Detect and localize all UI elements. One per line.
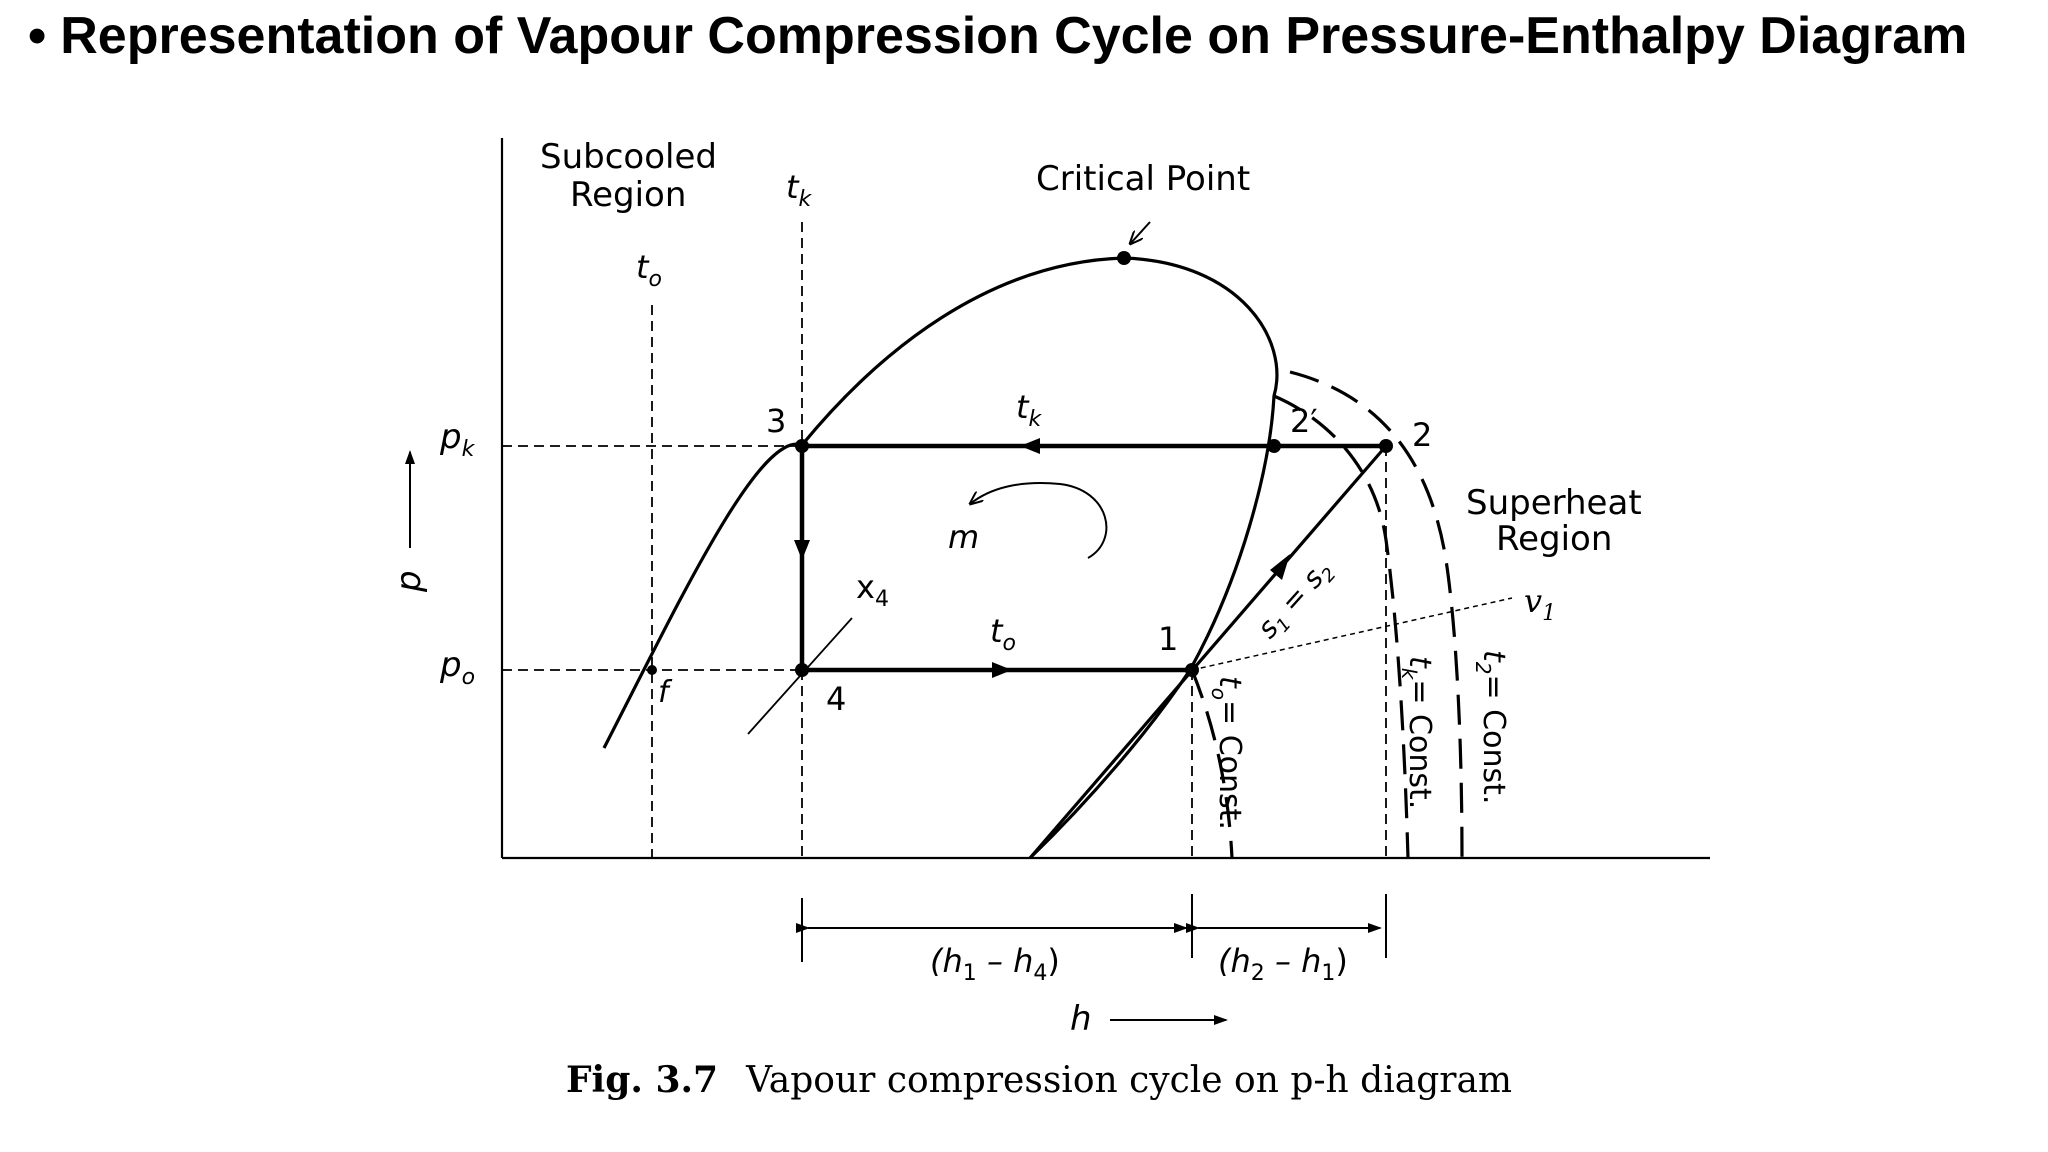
critical-point-dot [1117, 251, 1131, 265]
tk-const-isotherm [1273, 394, 1410, 859]
isentrope-line [1028, 444, 1388, 860]
t2-const-isotherm [1289, 370, 1464, 859]
superheat-label-1: Superheat [1466, 483, 1642, 523]
slide-title-text: Representation of Vapour Compression Cyc… [60, 7, 1968, 65]
circulation-arrow [970, 482, 1108, 559]
critical-point-label: Critical Point [1036, 159, 1250, 199]
t2-const-label: t2= Const. [1471, 650, 1511, 804]
point-2prime-label: 2′ [1290, 402, 1318, 440]
pk-label: pk [439, 417, 476, 462]
v1-line [1191, 597, 1513, 671]
point-3-label: 3 [766, 402, 786, 440]
bullet-icon: • [28, 7, 47, 65]
point-3-dot [795, 439, 809, 453]
saturated-vapour-line [1028, 256, 1279, 860]
tk-mid-label: tk [1016, 388, 1043, 432]
h-axis-label: h [1070, 999, 1092, 1039]
figure-caption: Fig. 3.7 Vapour compression cycle on p-h … [566, 1059, 1512, 1101]
point-2prime-dot [1267, 439, 1281, 453]
x4-label: x4 [856, 568, 889, 612]
v1-label: v1 [1524, 582, 1556, 626]
saturated-liquid-line [602, 256, 1125, 749]
point-2-dot [1379, 439, 1393, 453]
to-mid-label: to [990, 612, 1016, 656]
point-f-dot [647, 665, 657, 675]
subcooled-label-2: Region [570, 175, 686, 215]
s1-s2-label: s1 = s2 [1251, 553, 1341, 647]
evaporation-arrow [992, 662, 1012, 678]
tk-const-label: tk= Const. [1397, 656, 1437, 809]
tk-top-label: tk [786, 168, 813, 212]
point-2-label: 2 [1412, 416, 1432, 454]
h2-h1-label: (h2 – h1) [1218, 942, 1348, 986]
h1-h4-label: (h1 – h4) [930, 942, 1060, 986]
slide-title: • Representation of Vapour Compression Cy… [28, 6, 1967, 66]
point-1-label: 1 [1158, 620, 1178, 658]
superheat-label-2: Region [1496, 519, 1612, 559]
po-label: po [439, 645, 475, 690]
compression-arrow [1270, 554, 1290, 580]
point-f-label: f [658, 675, 673, 710]
condensation-arrow [1020, 438, 1040, 454]
to-const-label: to= Const. [1207, 676, 1247, 830]
x4-line [747, 617, 853, 735]
point-4-label: 4 [826, 680, 846, 718]
to-const-isotherm [1190, 669, 1234, 859]
m-label: m [948, 518, 979, 556]
to-top-label: to [636, 248, 662, 292]
critical-point-pointer [1130, 221, 1151, 244]
subcooled-label-1: Subcooled [540, 137, 717, 177]
point-1-dot [1185, 663, 1199, 677]
p-axis-label: p [389, 570, 429, 593]
throttling-arrow [794, 540, 810, 560]
point-4-dot [795, 663, 809, 677]
